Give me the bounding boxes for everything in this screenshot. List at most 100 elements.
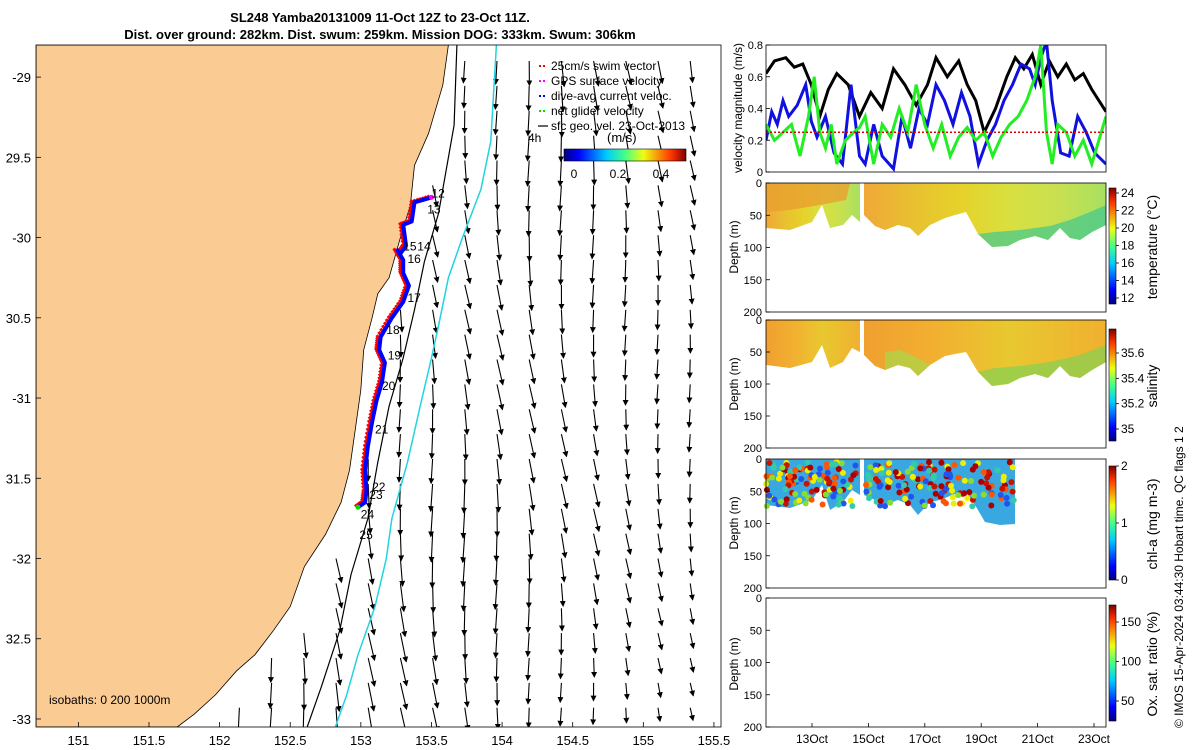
current-arrow: [686, 483, 693, 504]
chlorophyll-sample: [994, 467, 1001, 474]
isobaths-label: isobaths: 0 200 1000m: [49, 693, 170, 707]
dive-avg-current-track: [356, 195, 433, 509]
current-arrow: [494, 707, 501, 727]
map-y-tick-label: -31: [12, 391, 31, 406]
current-arrow: [367, 657, 377, 687]
current-arrow: [428, 483, 435, 513]
current-arrow: [528, 309, 536, 336]
current-arrow: [302, 657, 309, 685]
current-arrow: [686, 458, 693, 478]
depth-tick-label: 100: [744, 243, 762, 255]
current-arrow: [462, 135, 469, 160]
current-arrow: [592, 608, 599, 630]
current-arrow: [367, 707, 372, 727]
chlorophyll-sample: [902, 495, 909, 502]
chlorophyll-sample: [908, 493, 915, 500]
chlorophyll-sample: [831, 474, 838, 481]
depth-tick-label: 50: [750, 486, 762, 498]
current-arrow: [625, 85, 633, 111]
colorbar-tick-label: 100: [1121, 655, 1141, 669]
time-tick-label: 17Oct: [909, 732, 942, 746]
time-tick-label: 19Oct: [965, 732, 998, 746]
figure-title: SL248 Yamba20131009 11-Oct 12Z to 23-Oct…: [230, 10, 530, 25]
current-arrow: [396, 434, 403, 458]
depth-tick-label: 0: [756, 454, 762, 466]
chlorophyll-sample: [777, 470, 784, 477]
current-arrow: [267, 657, 274, 684]
colorbar-tick-label: 18: [1121, 239, 1135, 253]
salinity-low-band: [978, 345, 1106, 386]
scale-label: 4h: [528, 131, 541, 145]
current-arrow: [657, 185, 664, 208]
current-arrow: [464, 334, 472, 360]
chlorophyll-sample: [838, 460, 845, 467]
chlorophyll-sample: [837, 487, 843, 494]
chlorophyll-sample: [877, 502, 884, 509]
legend-entry-dive-avg-current: dive-avg current veloc.: [539, 89, 672, 103]
chlorophyll-sample: [832, 461, 839, 468]
chlorophyll-sample: [885, 484, 892, 491]
chlorophyll-sample: [782, 500, 789, 507]
current-arrow: [560, 384, 568, 409]
day-label: 17: [408, 291, 422, 305]
current-arrow: [367, 682, 376, 712]
depth-tick-label: 150: [744, 411, 762, 423]
chlorophyll-sample: [807, 464, 814, 471]
current-arrow: [432, 682, 440, 709]
current-arrow: [367, 632, 377, 662]
velocity-y-tick-label: 0.8: [748, 40, 763, 52]
current-arrow: [528, 483, 536, 512]
current-arrow: [591, 633, 598, 654]
current-arrow: [335, 558, 344, 584]
current-arrow: [593, 458, 600, 481]
current-arrow: [560, 60, 567, 88]
chlorophyll-sample: [886, 460, 893, 467]
current-arrow: [492, 608, 499, 635]
current-arrow: [464, 309, 473, 335]
current-arrow: [557, 160, 564, 187]
map-x-tick-label: 155: [632, 733, 654, 748]
current-arrow: [365, 483, 372, 510]
chlorophyll-sample: [822, 491, 829, 498]
current-arrow: [689, 259, 696, 281]
current-arrow: [460, 508, 467, 539]
current-arrow: [590, 707, 597, 726]
current-arrow: [560, 483, 569, 510]
map-x-tick-label: 154.5: [556, 733, 589, 748]
current-arrow: [625, 608, 632, 629]
current-arrow: [432, 185, 439, 208]
velocity-series-line: [766, 45, 1106, 169]
current-arrow: [396, 409, 403, 433]
oxygen-ylabel: Depth (m): [727, 637, 741, 690]
chlorophyll-sample: [887, 499, 894, 506]
chlorophyll-sample: [968, 478, 974, 484]
oxygen-axes-background: [766, 598, 1106, 727]
current-arrow: [625, 633, 632, 653]
velocity-panel: 0 0.2 0.4 0.6 0.8 velocity magnitude (m/s): [731, 40, 1107, 179]
map-axes-frame: [35, 44, 722, 728]
current-arrow: [621, 334, 628, 357]
current-arrow: [657, 558, 664, 578]
chlorophyll-sample: [955, 492, 962, 499]
chlorophyll-sample: [802, 500, 809, 507]
current-arrow: [557, 235, 564, 261]
chlorophyll-sample: [892, 469, 899, 476]
depth-tick-label: 50: [750, 210, 762, 222]
day-label: 23: [369, 488, 383, 502]
current-arrow: [623, 409, 630, 431]
current-arrow: [399, 558, 406, 587]
current-arrow: [493, 135, 500, 161]
current-arrow: [525, 707, 532, 727]
chlorophyll-colorbar-label: chl-a (mg m-3): [1144, 478, 1160, 569]
chlorophyll-sample: [926, 467, 933, 474]
current-arrow: [689, 210, 697, 231]
current-arrow: [492, 110, 499, 136]
day-label: 25: [359, 528, 373, 542]
colorbar-tick-label: 12: [1121, 291, 1135, 305]
chlorophyll-sample: [775, 475, 782, 482]
chlorophyll-sample: [905, 500, 911, 507]
current-arrow: [589, 235, 596, 260]
isobath-1000m-line: [334, 45, 498, 727]
chlorophyll-sample: [917, 465, 924, 472]
